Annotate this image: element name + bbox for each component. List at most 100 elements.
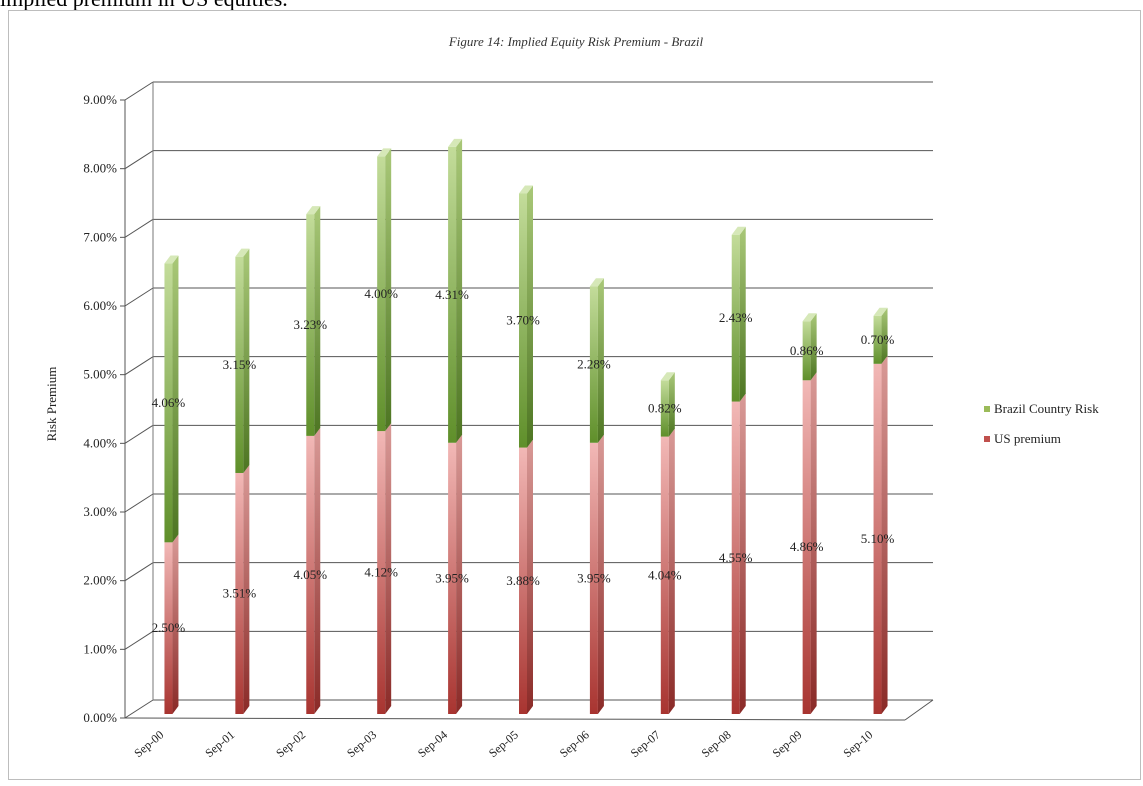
y-tick-label: 1.00% [83, 641, 117, 656]
data-label-brazil-country-risk: 4.06% [152, 395, 186, 410]
bar-brazil-country-risk-side [243, 248, 250, 473]
bar-brazil-country-risk [802, 321, 811, 381]
bar-top [873, 307, 888, 316]
x-axis-line [124, 717, 906, 721]
bar-brazil-country-risk [377, 156, 386, 432]
gridline-diagonal [124, 218, 154, 238]
data-label-us-premium: 2.50% [152, 620, 186, 635]
bar-brazil-country-risk-side [172, 255, 179, 543]
data-label-us-premium: 4.05% [293, 567, 327, 582]
y-tick-labels: 0.00% 1.00% 2.00% 3.00% 4.00% 5.00% 6.00% 7.00%… [83, 92, 117, 725]
data-label-us-premium: 4.12% [364, 565, 398, 580]
bar-us-premium-side [456, 434, 463, 714]
x-tick-label: Sep-09 [770, 728, 805, 761]
bar-brazil-country-risk-side [739, 226, 746, 402]
gridline-diagonal [124, 630, 154, 650]
bar-us-premium [802, 380, 811, 714]
data-labels: 2.50% 4.06% 3.51% 3.15% 4.05% 3.23% 4.12% 4.00%… [152, 286, 895, 635]
gridline-diagonal [124, 493, 154, 513]
data-label-us-premium: 3.51% [223, 585, 257, 600]
legend: Brazil Country Risk US premium [984, 401, 1099, 446]
bar-us-premium [306, 435, 315, 714]
data-label-brazil-country-risk: 2.43% [719, 310, 753, 325]
y-tick-label: 3.00% [83, 504, 117, 519]
gridline-diagonal [124, 699, 154, 719]
bar-us-premium [377, 431, 386, 714]
data-label-brazil-country-risk: 2.28% [577, 356, 611, 371]
x-tick-labels: Sep-00 Sep-01 Sep-02 Sep-03 Sep-04 Sep-05 Sep-… [131, 728, 875, 761]
y-tick-label: 8.00% [83, 161, 117, 176]
x-tick-label: Sep-00 [131, 728, 166, 761]
gridline-diagonal [124, 81, 154, 101]
legend-swatch-brazil [984, 406, 990, 412]
data-label-us-premium: 3.88% [506, 573, 540, 588]
x-tick-label: Sep-01 [202, 728, 237, 761]
x-tick-label: Sep-06 [557, 728, 592, 761]
gridline-diagonal [124, 287, 154, 307]
legend-swatch-us [984, 436, 990, 442]
bar-brazil-country-risk-side [881, 307, 888, 364]
bar-top [731, 226, 746, 235]
y-tick-label: 0.00% [83, 710, 117, 725]
bar-brazil-country-risk [519, 193, 527, 448]
data-label-brazil-country-risk: 3.15% [223, 357, 257, 372]
floor-right-edge [904, 699, 934, 721]
data-label-us-premium: 3.95% [435, 570, 469, 585]
bar-brazil-country-risk-side [527, 185, 533, 448]
data-label-brazil-country-risk: 0.86% [790, 343, 824, 358]
bar-us-premium [519, 447, 527, 714]
bar-us-premium-side [810, 372, 817, 714]
data-label-us-premium: 4.04% [648, 567, 682, 582]
bar-brazil-country-risk [306, 214, 315, 436]
bar-brazil-country-risk [731, 234, 740, 402]
bar-brazil-country-risk [235, 256, 244, 473]
bar-top [519, 185, 533, 194]
bar-top [448, 138, 463, 147]
bar-us-premium [660, 436, 669, 714]
gridline-diagonal [124, 424, 154, 444]
x-tick-label: Sep-04 [415, 728, 450, 761]
y-axis-label: Risk Premium [44, 367, 59, 442]
bar-us-premium-side [881, 355, 888, 714]
bar-us-premium [589, 442, 598, 714]
bar-us-premium [448, 442, 457, 714]
bar-brazil-country-risk-side [456, 138, 463, 443]
legend-label-brazil: Brazil Country Risk [994, 401, 1099, 416]
x-tick-label: Sep-10 [840, 728, 875, 761]
bar-us-premium [731, 401, 740, 714]
bar-us-premium-side [385, 423, 392, 714]
x-tick-label: Sep-08 [699, 728, 734, 761]
bar-us-premium-side [668, 428, 675, 714]
data-label-brazil-country-risk: 3.70% [506, 313, 540, 328]
y-tick-label: 5.00% [83, 367, 117, 382]
y-tick-label: 4.00% [83, 435, 117, 450]
bar-us-premium-side [243, 464, 250, 714]
header-text: implied premium in US equities. [0, 0, 288, 12]
bar-brazil-country-risk-side [810, 313, 817, 381]
bar-top [660, 372, 675, 381]
x-tick-label: Sep-07 [628, 728, 663, 761]
data-label-us-premium: 5.10% [861, 531, 895, 546]
gridline-diagonal [124, 356, 154, 376]
chart-title: Figure 14: Implied Equity Risk Premium -… [448, 34, 704, 49]
bar-us-premium-side [739, 393, 746, 714]
bar-brazil-country-risk-side [597, 278, 604, 443]
chart-frame [8, 10, 1141, 780]
y-tick-label: 2.00% [83, 573, 117, 588]
bars [164, 138, 888, 714]
bar-top [235, 248, 250, 257]
bar-top [306, 206, 321, 215]
bar-top [164, 255, 179, 264]
x-tick-label: Sep-05 [486, 728, 521, 761]
data-label-us-premium: 4.86% [790, 539, 824, 554]
bar-us-premium [873, 363, 882, 714]
gridline-diagonal [124, 562, 154, 582]
data-label-brazil-country-risk: 4.31% [435, 287, 469, 302]
bar-us-premium-side [314, 427, 321, 714]
bar-us-premium [235, 472, 244, 714]
data-label-us-premium: 4.55% [719, 550, 753, 565]
bar-top [377, 148, 392, 157]
bar-brazil-country-risk [873, 315, 882, 364]
y-tick-label: 6.00% [83, 298, 117, 313]
